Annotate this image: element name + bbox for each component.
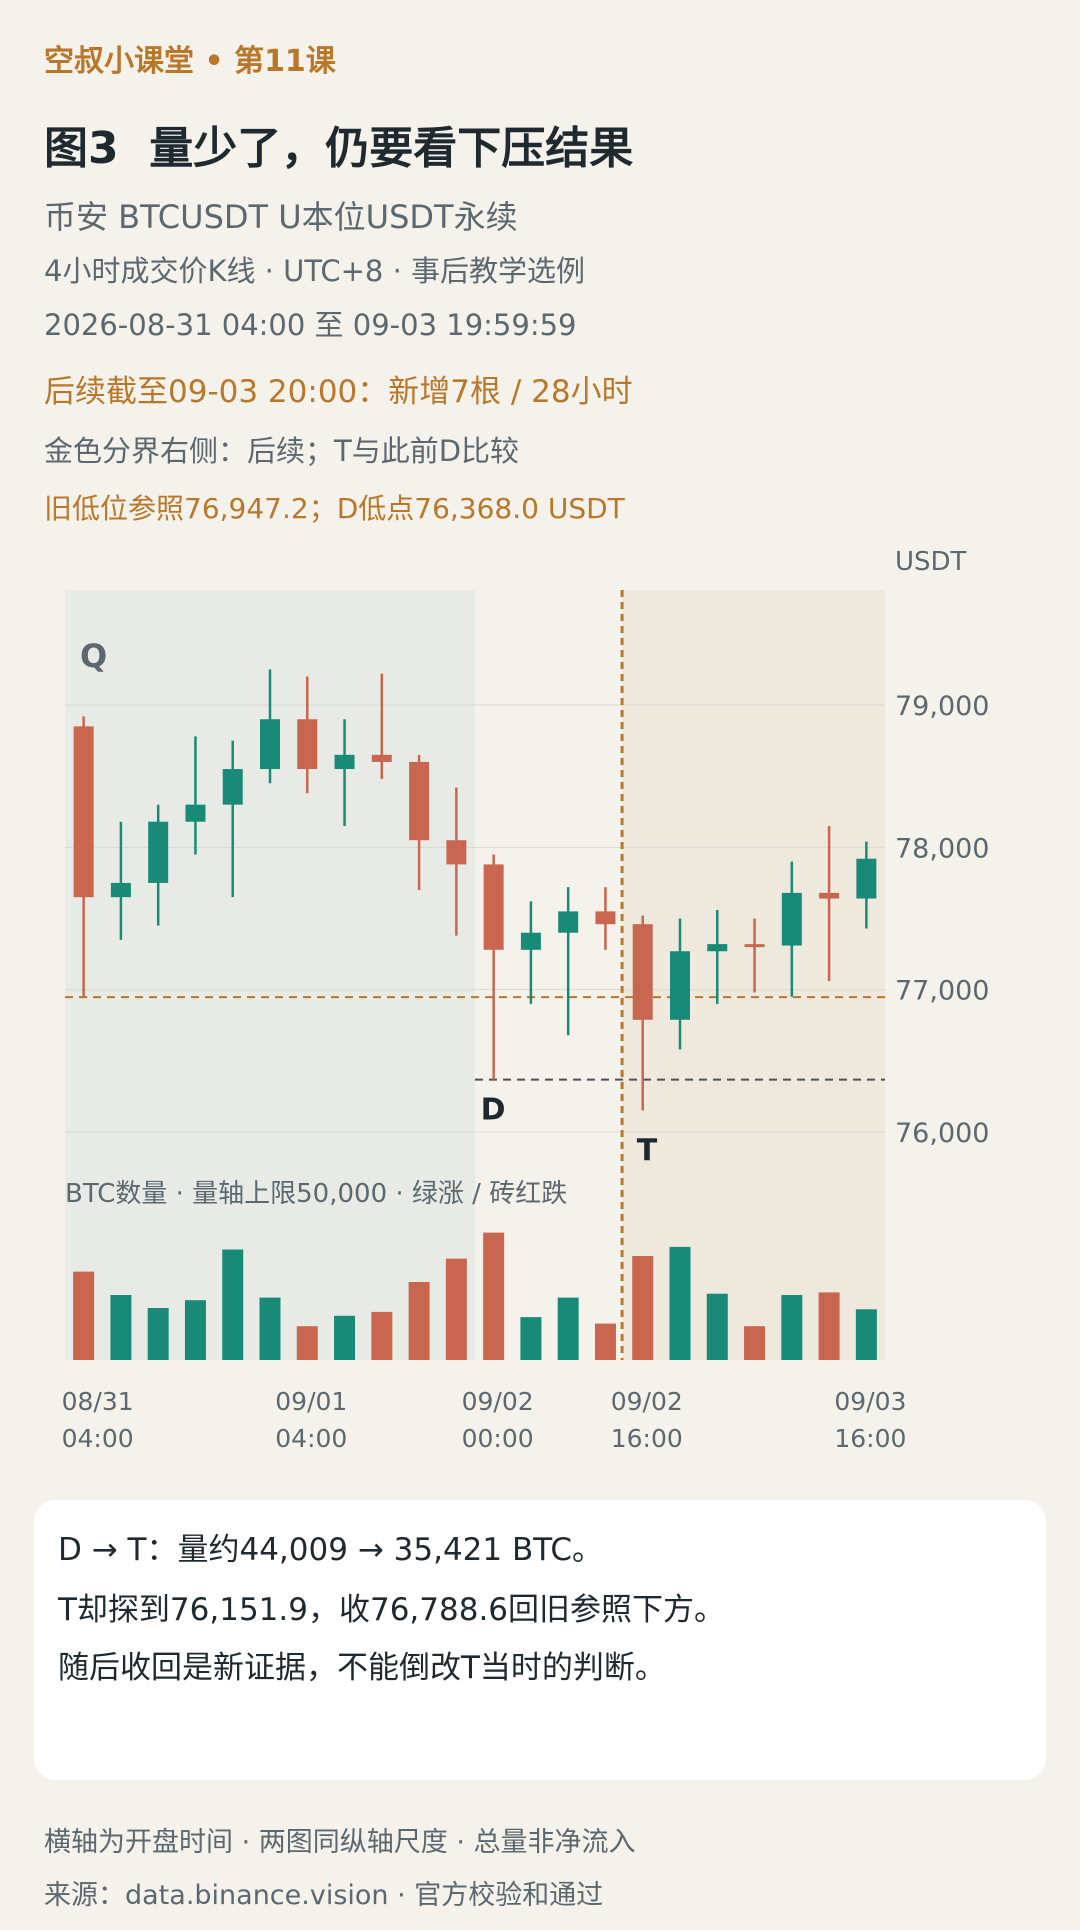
subtitle-daterange: 2026-08-31 04:00 至 09-03 19:59:59 bbox=[44, 308, 577, 342]
candles-group bbox=[73, 669, 877, 1111]
volume-bar bbox=[73, 1271, 95, 1360]
marker-t-label: T bbox=[637, 1133, 658, 1168]
candle-body bbox=[110, 882, 131, 898]
x-tick-label: 16:00 bbox=[611, 1424, 683, 1453]
note-reference-levels: 旧低位参照76,947.2；D低点76,368.0 USDT bbox=[44, 492, 625, 525]
candle-body bbox=[260, 719, 280, 770]
candle-body bbox=[707, 944, 728, 952]
volume-bar bbox=[557, 1297, 579, 1360]
footer-source: 来源：data.binance.vision · 官方校验和通过 bbox=[44, 1880, 604, 1911]
x-tick-label: 16:00 bbox=[834, 1424, 906, 1453]
note-divider: 金色分界右侧：后续；T与此前D比较 bbox=[44, 434, 520, 468]
volume-bars-group bbox=[73, 1232, 877, 1360]
x-tick-label: 09/02 bbox=[611, 1387, 683, 1416]
candle-body bbox=[558, 911, 579, 933]
y-tick-label: 78,000 bbox=[895, 833, 989, 864]
candle-body bbox=[670, 951, 690, 1020]
volume-bar bbox=[483, 1232, 505, 1360]
chart-labels: Q D T 08/31 04:00 09/01 04:00 09/02 00:00 09/02 16… bbox=[62, 637, 907, 1453]
candle-body bbox=[446, 840, 467, 865]
candle-body bbox=[819, 892, 840, 899]
volume-bar bbox=[594, 1323, 616, 1360]
x-tick-label: 00:00 bbox=[462, 1424, 534, 1453]
candle-body bbox=[371, 754, 392, 762]
candle-body bbox=[297, 719, 318, 770]
volume-bar bbox=[445, 1258, 467, 1360]
volume-bar bbox=[408, 1282, 430, 1360]
candle-body bbox=[409, 761, 430, 841]
footer-axis-note: 横轴为开盘时间 · 两图同纵轴尺度 · 总量非净流入 bbox=[44, 1827, 636, 1858]
summary-card: D → T：量约44,009 → 35,421 BTC。 T却探到76,151.… bbox=[34, 1500, 1046, 1780]
candle-body bbox=[856, 858, 877, 899]
x-tick-label: 09/02 bbox=[462, 1387, 534, 1416]
volume-bar bbox=[781, 1295, 803, 1360]
candle-body bbox=[483, 864, 504, 950]
lesson-brand: 空叔小课堂 • 第11课 bbox=[44, 44, 336, 79]
volume-bar bbox=[110, 1295, 132, 1360]
candle-body bbox=[73, 726, 94, 898]
x-tick-label: 08/31 bbox=[62, 1387, 134, 1416]
volume-bar bbox=[184, 1300, 206, 1360]
volume-bar bbox=[744, 1326, 766, 1360]
note-followup: 后续截至09-03 20:00：新增7根 / 28小时 bbox=[44, 374, 633, 410]
candle-body bbox=[185, 804, 206, 822]
y-axis-unit: USDT bbox=[895, 547, 967, 577]
volume-bar bbox=[259, 1297, 281, 1360]
y-tick-label: 79,000 bbox=[895, 691, 989, 722]
subtitle-timeframe: 4小时成交价K线 · UTC+8 · 事后教学选例 bbox=[44, 254, 586, 288]
candle-body bbox=[632, 924, 653, 1020]
volume-bar bbox=[818, 1292, 840, 1360]
y-tick-label: 77,000 bbox=[895, 976, 989, 1007]
candle-body bbox=[520, 932, 541, 950]
chart-title: 图3 量少了，仍要看下压结果 bbox=[44, 123, 634, 174]
volume-bar bbox=[706, 1293, 728, 1360]
candlestick-chart: 79,000 78,000 77,000 76,000 Q D T 08/31 04:00 09… bbox=[62, 547, 990, 1453]
summary-line-2: T却探到76,151.9，收76,788.6回旧参照下方。 bbox=[58, 1592, 726, 1628]
summary-line-3: 随后收回是新证据，不能倒改T当时的判断。 bbox=[58, 1650, 666, 1686]
volume-bar bbox=[334, 1315, 356, 1360]
x-tick-label: 09/01 bbox=[275, 1387, 347, 1416]
candle-body bbox=[334, 754, 355, 770]
y-tick-label: 76,000 bbox=[895, 1118, 989, 1149]
reference-lines bbox=[65, 996, 885, 1081]
volume-bar bbox=[222, 1249, 244, 1360]
candle-body bbox=[744, 944, 765, 948]
volume-axis-label: BTC数量 · 量轴上限50,000 · 绿涨 / 砖红跌 bbox=[65, 1179, 567, 1209]
volume-bar bbox=[371, 1311, 393, 1360]
volume-bar bbox=[520, 1317, 542, 1360]
candle-body bbox=[781, 892, 802, 946]
x-tick-label: 04:00 bbox=[62, 1424, 134, 1453]
volume-bar bbox=[632, 1256, 654, 1360]
chart-gridlines: 79,000 78,000 77,000 76,000 bbox=[65, 691, 989, 1149]
volume-bar bbox=[669, 1246, 691, 1360]
marker-d-label: D bbox=[481, 1093, 506, 1128]
x-tick-label: 04:00 bbox=[275, 1424, 347, 1453]
candle-body bbox=[148, 821, 169, 883]
candle-body bbox=[222, 769, 243, 805]
candle-body bbox=[595, 911, 616, 925]
volume-bar bbox=[147, 1308, 169, 1360]
volume-bar bbox=[296, 1326, 318, 1360]
marker-q-label: Q bbox=[80, 637, 107, 675]
x-tick-label: 09/03 bbox=[834, 1387, 906, 1416]
subtitle-market: 币安 BTCUSDT U本位USDT永续 bbox=[44, 198, 518, 236]
volume-bar bbox=[855, 1309, 877, 1360]
summary-line-1: D → T：量约44,009 → 35,421 BTC。 bbox=[58, 1532, 603, 1568]
